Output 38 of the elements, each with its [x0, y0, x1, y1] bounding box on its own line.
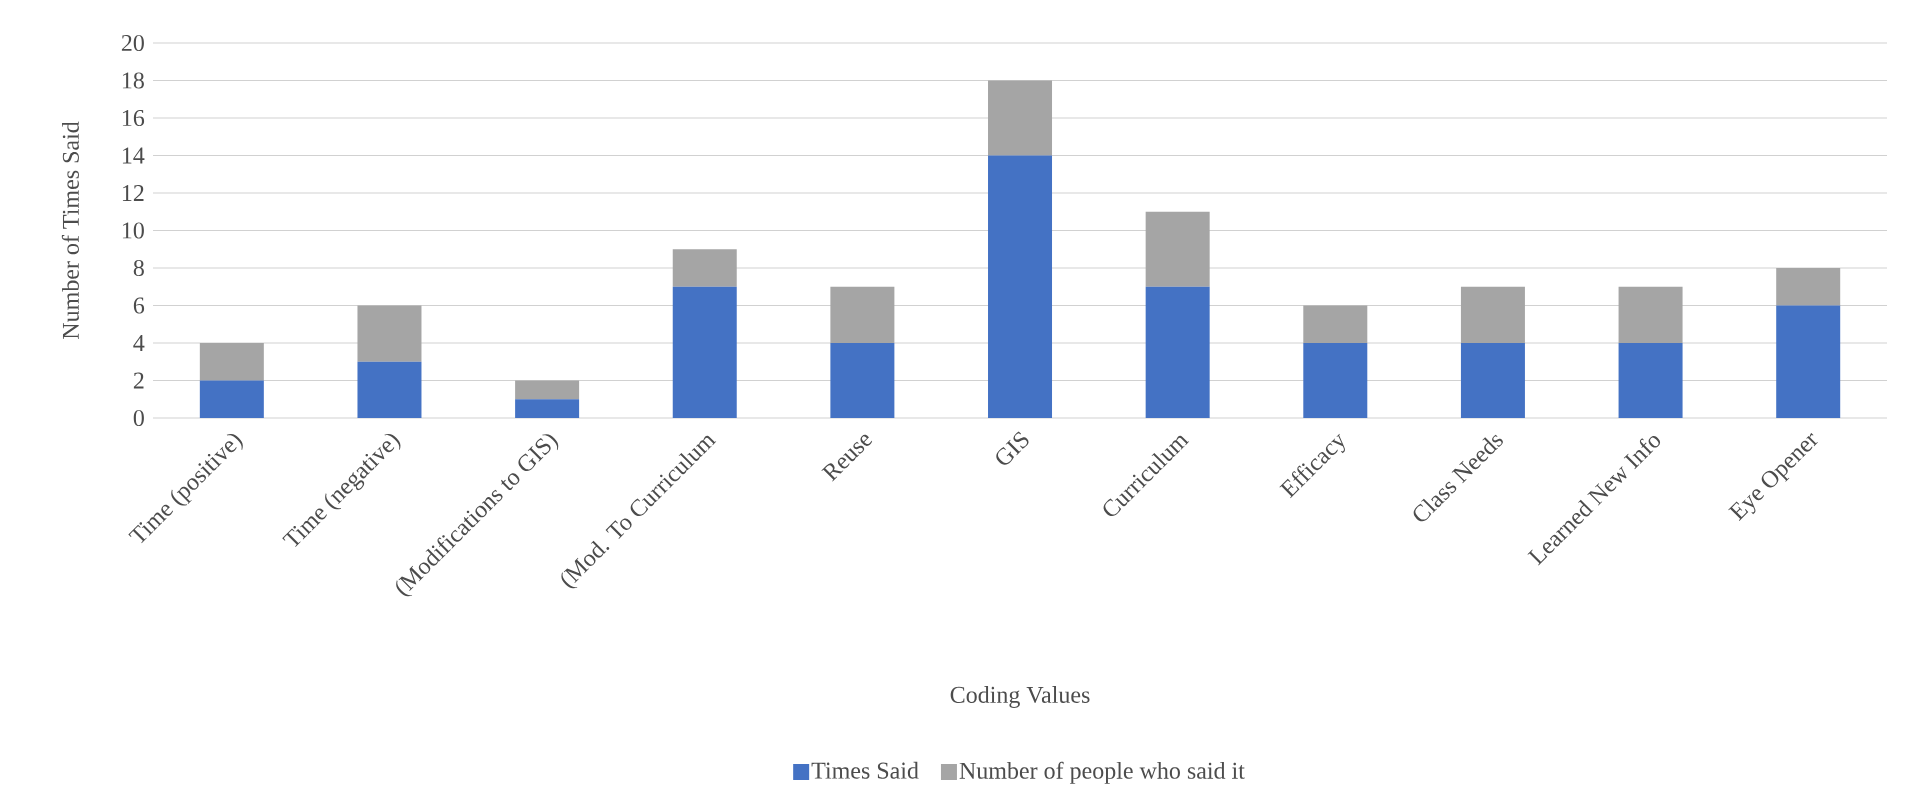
y-tick-label: 0 — [133, 409, 144, 427]
y-tick-label: 2 — [133, 372, 144, 389]
legend-label: Number of people who said it — [959, 761, 1245, 784]
bar — [199, 380, 264, 418]
y-tick-label: 14 — [122, 147, 145, 164]
bar — [199, 342, 264, 381]
bar — [672, 249, 737, 287]
x-axis-title: Coding Values — [950, 686, 1090, 708]
x-tick-label: GIS — [996, 431, 1029, 465]
bar — [988, 155, 1053, 418]
bar — [1145, 211, 1210, 287]
bar — [1776, 305, 1841, 418]
bar — [830, 342, 895, 418]
y-tick-label: 16 — [122, 109, 145, 127]
bar — [515, 380, 580, 400]
bar — [1303, 342, 1368, 418]
bar — [1618, 286, 1683, 343]
y-tick-label: 8 — [133, 259, 144, 277]
bar — [830, 286, 895, 343]
bar — [357, 361, 422, 418]
bar — [515, 399, 580, 418]
bar — [988, 80, 1053, 156]
y-tick-label: 18 — [122, 72, 144, 89]
bar — [1776, 267, 1841, 306]
bar — [1618, 342, 1683, 418]
legend-label: Times Said — [811, 761, 919, 779]
y-tick-label: 10 — [122, 222, 144, 239]
y-tick-label: 4 — [133, 335, 145, 351]
y-tick-label: 12 — [122, 185, 144, 201]
y-tick-label: 6 — [133, 297, 145, 314]
bar — [1460, 286, 1525, 343]
bar — [357, 305, 422, 362]
bar — [1145, 286, 1210, 418]
bar — [1460, 342, 1525, 418]
bar — [1303, 305, 1368, 343]
bar — [672, 286, 737, 418]
y-tick-label: 20 — [121, 34, 144, 52]
y-axis-title: Number of Times Said — [61, 121, 79, 340]
